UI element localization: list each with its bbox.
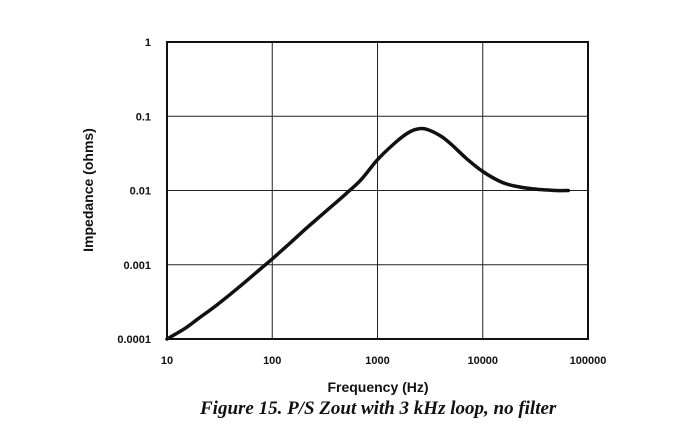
x-tick-label: 10000: [467, 355, 498, 367]
y-tick-label: 0.1: [136, 111, 151, 123]
plot-frame: [166, 41, 589, 340]
y-axis-label: Impedance (ohms): [80, 128, 96, 252]
impedance-curve: [165, 126, 571, 341]
y-tick-label: 1: [145, 37, 151, 49]
x-tick-label: 10: [161, 355, 173, 367]
x-tick-labels: 10 100 1000 10000 100000: [161, 355, 606, 367]
y-tick-labels: 0.0001 0.001 0.01 0.1 1: [117, 37, 151, 346]
x-axis-label: Frequency (Hz): [327, 379, 428, 395]
figure-caption: Figure 15. P/S Zout with 3 kHz loop, no …: [200, 398, 557, 419]
y-tick-label: 0.01: [130, 186, 151, 198]
y-tick-label: 0.0001: [117, 334, 151, 346]
x-tick-label: 1000: [365, 355, 389, 367]
x-tick-label: 100: [263, 355, 281, 367]
x-tick-label: 100000: [570, 355, 607, 367]
y-tick-label: 0.001: [123, 260, 151, 272]
grid: [167, 42, 588, 339]
